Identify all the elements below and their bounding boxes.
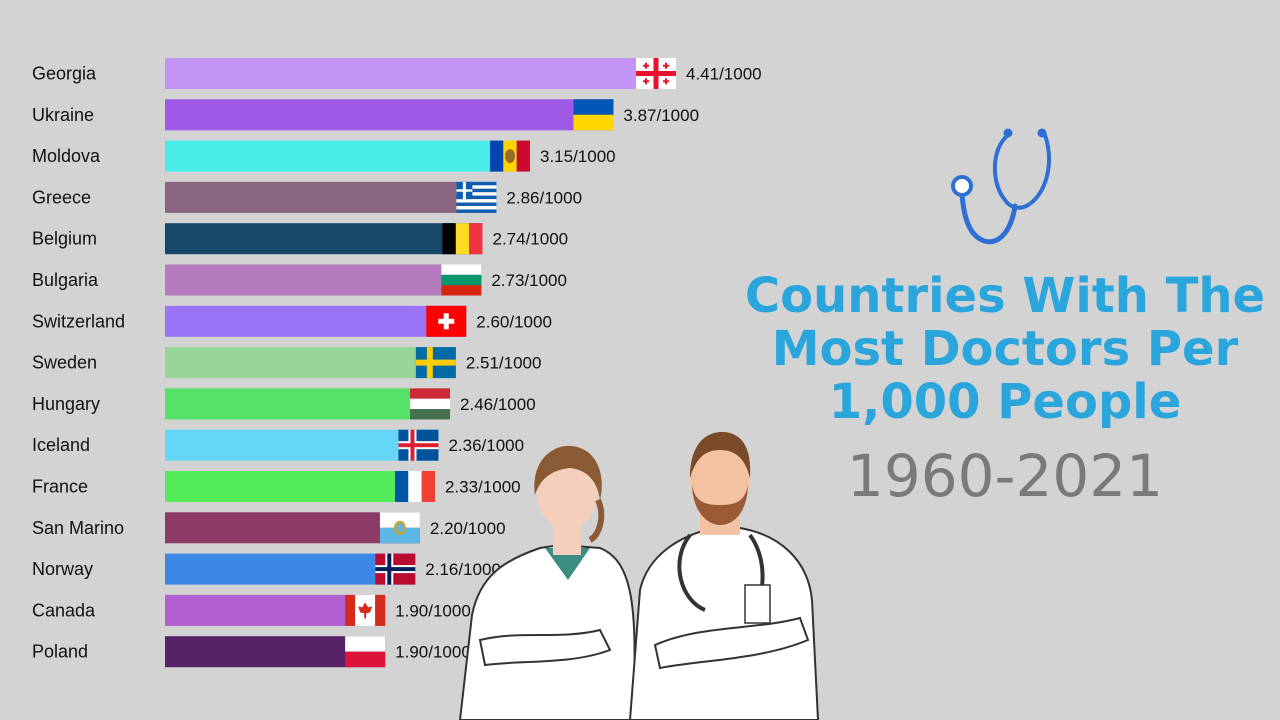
stethoscope-icon: [951, 128, 1051, 245]
value-label: 1.90/1000: [395, 601, 471, 620]
category-label: Switzerland: [32, 311, 125, 331]
flag-canada-icon: [345, 594, 386, 626]
bar: [165, 512, 420, 544]
chart-title-line-2: Most Doctors Per: [771, 321, 1239, 377]
flag-poland-icon: [345, 636, 386, 668]
flag-switzerland-icon: [426, 305, 467, 337]
category-label: Moldova: [32, 146, 101, 166]
flag-norway-icon: [375, 553, 416, 585]
bar: [165, 223, 483, 255]
value-label: 2.73/1000: [491, 271, 567, 290]
bar: [165, 471, 435, 502]
category-label: Iceland: [32, 435, 90, 455]
chart-subtitle: 1960-2021: [846, 442, 1164, 510]
flag-belgium-icon: [442, 223, 483, 255]
category-label: Norway: [32, 559, 93, 579]
male-doctor-illustration: [628, 432, 820, 720]
category-label: Poland: [32, 642, 88, 662]
flag-iceland-icon: [398, 429, 439, 461]
value-label: 3.15/1000: [540, 147, 616, 166]
bar: [165, 429, 439, 461]
category-label: San Marino: [32, 518, 124, 538]
bar: [165, 553, 416, 585]
flag-moldova-icon: [490, 140, 530, 172]
value-label: 2.86/1000: [506, 188, 582, 207]
chart-title-line-1: Countries With The: [744, 268, 1266, 324]
category-label: France: [32, 477, 88, 497]
value-label: 3.87/1000: [623, 106, 699, 125]
value-label: 2.46/1000: [460, 395, 536, 414]
flag-hungary-icon: [410, 388, 451, 420]
category-label: Greece: [32, 187, 91, 207]
category-label: Hungary: [32, 394, 100, 414]
value-label: 4.41/1000: [686, 65, 762, 84]
flag-georgia-icon: [636, 58, 676, 89]
bar: [165, 58, 676, 89]
value-label: 2.33/1000: [445, 478, 521, 497]
flag-ukraine-icon: [573, 99, 614, 131]
value-label: 1.90/1000: [395, 643, 471, 662]
chart-title: Countries With The Most Doctors Per 1,00…: [740, 270, 1270, 429]
value-label: 2.74/1000: [492, 230, 568, 249]
bar: [165, 264, 482, 296]
value-label: 2.60/1000: [476, 312, 552, 331]
flag-san-marino-icon: [379, 512, 420, 544]
value-label: 2.20/1000: [430, 519, 506, 538]
category-label: Ukraine: [32, 105, 94, 125]
flag-france-icon: [394, 471, 435, 502]
value-label: 2.16/1000: [425, 560, 501, 579]
bar: [165, 140, 530, 172]
bar: [165, 99, 614, 131]
bar: [165, 305, 467, 337]
category-label: Bulgaria: [32, 270, 99, 290]
bar: [165, 347, 456, 379]
category-label: Georgia: [32, 64, 97, 84]
flag-greece-icon: [456, 181, 497, 213]
chart-title-line-3: 1,000 People: [828, 374, 1182, 430]
flag-bulgaria-icon: [441, 264, 482, 296]
bar: [165, 181, 497, 213]
category-label: Canada: [32, 600, 96, 620]
female-doctor-illustration: [458, 445, 636, 720]
category-label: Belgium: [32, 229, 97, 249]
value-label: 2.36/1000: [448, 436, 524, 455]
flag-sweden-icon: [415, 347, 456, 379]
category-label: Sweden: [32, 353, 97, 373]
value-label: 2.51/1000: [466, 354, 542, 373]
bar: [165, 388, 451, 420]
